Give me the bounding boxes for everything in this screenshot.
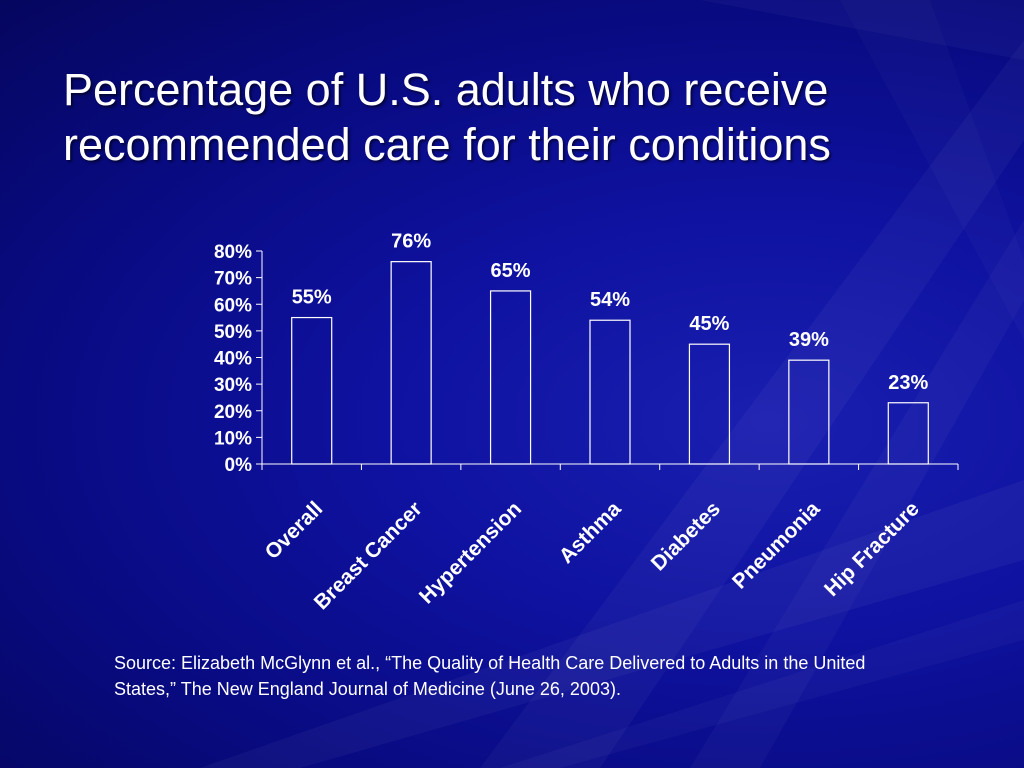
bar-hip-fracture [887, 402, 929, 465]
category-label: Diabetes [647, 497, 725, 575]
category-label: Hypertension [415, 497, 526, 608]
y-tick-label: 60% [214, 295, 252, 316]
y-tick-label: 30% [214, 375, 252, 396]
bar-diabetes [688, 343, 731, 465]
bar-hypertension [489, 290, 532, 465]
data-label: 55% [292, 287, 332, 309]
data-labels: 55% 76% 65% 54% 45% 39% 23% [292, 231, 929, 394]
y-axis: 0% 10% 20% 30% 40% 50% 60% 70% 80% [214, 242, 263, 476]
source-citation: Source: Elizabeth McGlynn et al., “The Q… [114, 653, 866, 699]
category-label: Overall [261, 497, 328, 564]
y-tick-label: 0% [225, 455, 253, 476]
bar-overall [291, 316, 333, 465]
data-label: 54% [590, 289, 630, 311]
slide-title: Percentage of U.S. adults who receive re… [63, 62, 1003, 172]
y-tick-label: 50% [214, 322, 252, 343]
slide-title-line-2: recommended care for their conditions [63, 119, 831, 170]
data-label: 39% [789, 329, 829, 351]
slide-title-line-1: Percentage of U.S. adults who receive [63, 64, 829, 115]
bars [291, 261, 929, 465]
category-label: Hip Fracture [820, 497, 924, 601]
x-axis [261, 463, 959, 470]
data-label: 65% [491, 260, 531, 282]
y-tick-label: 80% [214, 242, 252, 263]
category-label: Breast Cancer [310, 497, 427, 614]
bar-pneumonia [788, 359, 830, 465]
y-tick-label: 10% [214, 428, 252, 449]
bar-asthma [589, 319, 631, 465]
category-label: Pneumonia [728, 497, 825, 594]
data-label: 76% [391, 231, 431, 253]
bar-breast-cancer [390, 261, 432, 465]
data-label: 23% [888, 372, 928, 394]
data-label: 45% [689, 313, 729, 335]
y-tick-label: 20% [214, 402, 252, 423]
y-tick-label: 70% [214, 269, 252, 290]
y-tick-label: 40% [214, 349, 252, 370]
category-label: Asthma [555, 497, 626, 568]
